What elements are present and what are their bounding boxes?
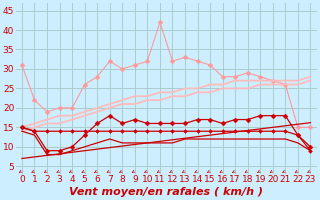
X-axis label: Vent moyen/en rafales ( km/h ): Vent moyen/en rafales ( km/h ) xyxy=(69,187,263,197)
